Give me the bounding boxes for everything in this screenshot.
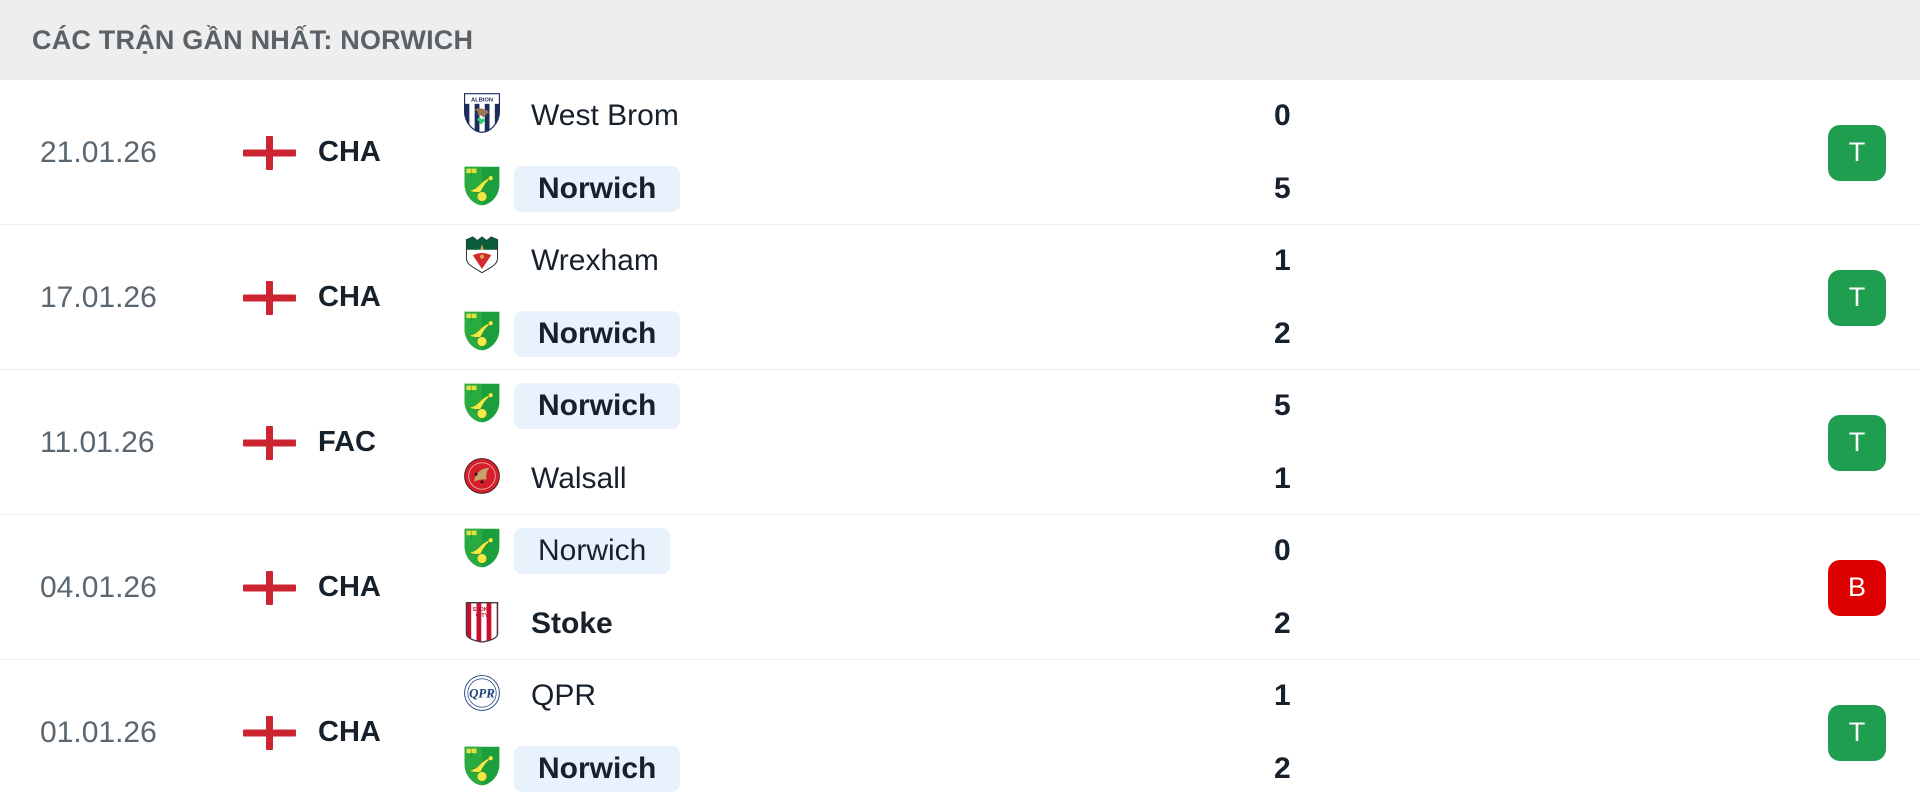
svg-text:QPR: QPR	[469, 687, 495, 701]
svg-text:ALBION: ALBION	[471, 98, 493, 104]
svg-text:CITY: CITY	[476, 613, 489, 619]
